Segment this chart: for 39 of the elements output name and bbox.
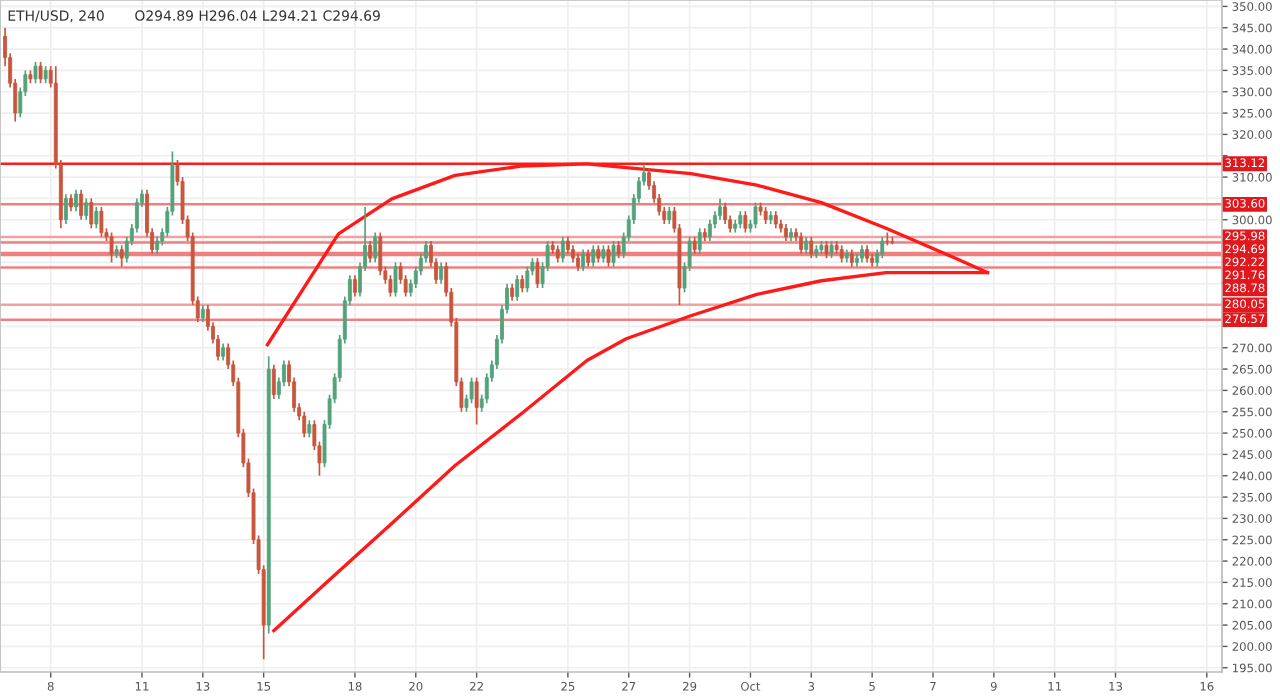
candlestick	[469, 376, 474, 405]
candlestick	[368, 240, 373, 264]
candlestick	[707, 218, 712, 242]
candlestick	[373, 231, 378, 264]
candlestick	[119, 244, 124, 268]
candlestick	[535, 257, 540, 289]
candlestick	[89, 197, 94, 230]
candlestick	[581, 248, 586, 272]
candlestick	[74, 189, 78, 213]
candlestick	[33, 61, 38, 85]
candlestick	[743, 210, 748, 234]
candlestick	[474, 376, 479, 426]
candlestick	[723, 201, 728, 225]
candlestick	[353, 274, 357, 298]
candlestick	[439, 261, 444, 285]
candlestick	[79, 189, 84, 221]
candlestick	[94, 206, 99, 230]
candlestick	[271, 363, 276, 400]
candlestick	[697, 227, 702, 255]
candlestick	[611, 240, 616, 268]
candlestick	[302, 410, 307, 439]
candlestick	[378, 231, 383, 277]
candlestick	[880, 235, 885, 259]
candlestick	[525, 265, 530, 294]
candlestick	[591, 244, 596, 268]
candlestick	[809, 235, 814, 259]
candlestick	[84, 197, 89, 221]
candlestick	[393, 261, 398, 298]
candlestick	[99, 206, 104, 238]
candlestick	[63, 193, 68, 225]
candlestick	[515, 274, 520, 302]
candlestick	[388, 274, 393, 298]
candlestick	[606, 244, 611, 268]
candlestick	[753, 201, 758, 230]
candlestick	[109, 231, 114, 264]
candlestick	[38, 61, 43, 85]
candlestick	[718, 197, 722, 221]
candlestick	[799, 231, 804, 255]
candlestick	[560, 235, 565, 264]
